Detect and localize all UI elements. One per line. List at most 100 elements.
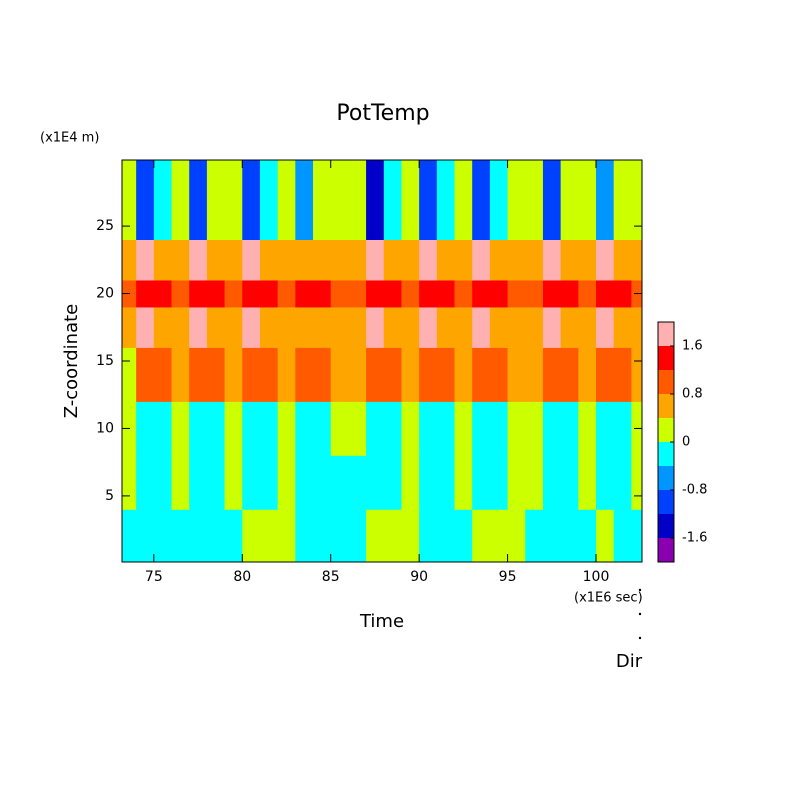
- colorbar-band: [658, 418, 674, 442]
- contour-cell: [330, 509, 349, 563]
- contour-cell: [472, 160, 491, 240]
- contour-cell: [613, 455, 632, 510]
- y-tick-label: 5: [105, 488, 114, 504]
- colorbar-band: [658, 514, 674, 538]
- contour-cell: [578, 455, 597, 510]
- contour-cell: [153, 239, 172, 281]
- contour-cell: [136, 401, 155, 456]
- contour-cell: [525, 401, 544, 456]
- contour-cell: [295, 280, 314, 308]
- contour-cell: [578, 347, 597, 402]
- contour-cell: [153, 455, 172, 510]
- contour-cell: [525, 347, 544, 402]
- contour-cell: [596, 280, 615, 308]
- contour-cell: [489, 239, 508, 281]
- contour-cell: [613, 160, 632, 240]
- contour-cell: [189, 239, 208, 281]
- contour-cell: [631, 307, 643, 348]
- colorbar-band: [658, 346, 674, 370]
- contour-cell: [560, 455, 579, 510]
- contour-cell: [136, 509, 155, 563]
- contour-cell: [489, 307, 508, 348]
- contour-cell: [507, 280, 526, 308]
- contour-cell: [507, 160, 526, 240]
- contour-cell: [206, 509, 225, 563]
- colorbar-band: [658, 466, 674, 490]
- contour-cell: [383, 509, 402, 563]
- contour-cell: [313, 160, 332, 240]
- contour-cell: [189, 280, 208, 308]
- contour-cell: [419, 307, 438, 348]
- contour-cell: [578, 239, 597, 281]
- contour-cell: [206, 347, 225, 402]
- contour-cell: [454, 160, 473, 240]
- contour-cell: [613, 280, 632, 308]
- contour-cell: [596, 239, 615, 281]
- contour-cell: [122, 160, 137, 240]
- contour-cell: [383, 280, 402, 308]
- contour-cell: [401, 455, 420, 510]
- contour-cell: [525, 455, 544, 510]
- contour-cell: [348, 307, 367, 348]
- contour-cell: [153, 509, 172, 563]
- contour-cell: [153, 280, 172, 308]
- contour-cell: [366, 347, 385, 402]
- contour-cell: [366, 280, 385, 308]
- contour-cell: [436, 401, 455, 456]
- contour-cell: [613, 401, 632, 456]
- colorbar-tick-label: 0.8: [682, 387, 703, 402]
- contour-cell: [631, 509, 643, 563]
- contour-cell: [489, 401, 508, 456]
- contour-cell: [454, 307, 473, 348]
- x-tick-label: 85: [322, 569, 340, 585]
- contour-cell: [206, 160, 225, 240]
- contour-cell: [489, 347, 508, 402]
- contour-cell: [295, 401, 314, 456]
- contour-cell: [206, 307, 225, 348]
- contour-cell: [242, 239, 261, 281]
- contour-cell: [507, 307, 526, 348]
- contour-cell: [348, 160, 367, 240]
- contour-cell: [313, 239, 332, 281]
- colorbar-band: [658, 490, 674, 514]
- contour-cell: [631, 239, 643, 281]
- contour-cell: [419, 401, 438, 456]
- contour-cell: [472, 509, 491, 563]
- contour-cell: [525, 239, 544, 281]
- contour-cell: [153, 307, 172, 348]
- contour-cell: [596, 307, 615, 348]
- contour-cell: [507, 401, 526, 456]
- contour-cell: [330, 239, 349, 281]
- contour-cell: [224, 509, 243, 563]
- contour-cell: [259, 160, 279, 240]
- contour-cell: [542, 347, 562, 402]
- contour-cell: [277, 307, 296, 348]
- contour-cell: [206, 280, 225, 308]
- contour-cell: [313, 401, 332, 456]
- contour-cell: [330, 455, 349, 510]
- contour-cell: [631, 160, 643, 240]
- contour-cell: [313, 280, 332, 308]
- contour-cell: [596, 160, 615, 240]
- contour-cell: [596, 347, 615, 402]
- contour-cell: [383, 239, 402, 281]
- contour-cell: [259, 347, 279, 402]
- x-axis-label: Time: [359, 611, 404, 632]
- contour-cell: [224, 347, 243, 402]
- contour-cell: [330, 401, 349, 456]
- colorbar-band: [658, 394, 674, 418]
- contour-cell: [313, 509, 332, 563]
- contour-cell: [472, 280, 491, 308]
- contour-cell: [348, 347, 367, 402]
- y-unit: (x1E4 m): [40, 131, 99, 146]
- contour-cell: [401, 160, 420, 240]
- contour-cell: [189, 307, 208, 348]
- contour-cell: [348, 401, 367, 456]
- contour-cell: [542, 401, 562, 456]
- contour-cell: [330, 307, 349, 348]
- contour-cell: [313, 307, 332, 348]
- contour-cell: [613, 307, 632, 348]
- contour-cell: [171, 401, 190, 456]
- contour-cell: [242, 280, 261, 308]
- x-unit: (x1E6 sec): [574, 591, 643, 606]
